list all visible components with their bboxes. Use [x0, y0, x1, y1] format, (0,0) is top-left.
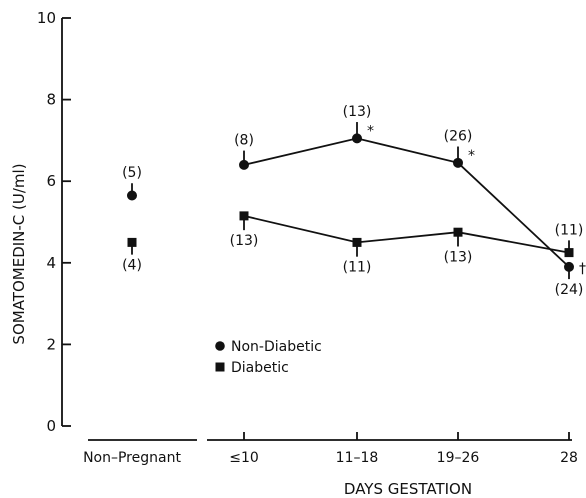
data-point — [564, 248, 574, 258]
y-tick-label: 0 — [46, 417, 56, 435]
legend-label-diabetic: Diabetic — [231, 360, 289, 376]
y-tick-label: 8 — [46, 91, 56, 109]
y-tick-label: 6 — [46, 172, 56, 190]
x-tick-label: ≤10 — [229, 450, 259, 466]
text-labels: SOMATOMEDIN-C (U/ml) DAYS GESTATION — [10, 163, 472, 498]
legend-symbol-non-diabetic — [215, 341, 225, 351]
sample-size-label: (26) — [444, 129, 473, 145]
x-axis-label: DAYS GESTATION — [344, 480, 472, 498]
series-non-diabetic: (5) (8) (13) * (26) * (24) † — [122, 104, 586, 298]
data-point — [453, 227, 463, 237]
data-point — [239, 159, 249, 170]
significance-marker: * — [468, 148, 475, 164]
sample-size-label: (13) — [230, 233, 259, 249]
legend: Non-Diabetic Diabetic — [215, 339, 322, 376]
legend-label-non-diabetic: Non-Diabetic — [231, 339, 322, 355]
x-tick-label: Non–Pregnant — [83, 450, 181, 466]
legend-symbol-diabetic — [215, 362, 225, 372]
y-tick-label: 4 — [46, 254, 56, 272]
data-point — [127, 237, 137, 247]
sample-size-label: (4) — [122, 258, 142, 274]
sample-size-label: (5) — [122, 165, 142, 181]
data-marks: (5) (8) (13) * (26) * (24) † (4) (13) (11) (13) (11) — [122, 104, 586, 298]
series-diabetic: (4) (13) (11) (13) (11) — [122, 211, 584, 276]
sample-size-label: (8) — [234, 133, 254, 149]
sample-size-label: (11) — [343, 260, 372, 276]
data-point — [352, 133, 362, 144]
data-point — [239, 211, 249, 221]
data-point — [127, 190, 137, 201]
y-axis-label: SOMATOMEDIN-C (U/ml) — [10, 163, 28, 344]
data-point — [453, 157, 463, 168]
sample-size-label: (13) — [444, 249, 473, 265]
y-tick-label: 2 — [46, 335, 56, 353]
series-line — [243, 137, 570, 268]
series-line — [243, 215, 570, 254]
data-point — [564, 261, 574, 272]
axes: 0 2 4 6 8 10 Non–Pregnant ≤10 11–18 19–26 28 — [37, 9, 578, 466]
sample-size-label: (13) — [343, 104, 372, 120]
sample-size-label: (11) — [555, 222, 584, 238]
x-tick-label: 19–26 — [437, 450, 480, 466]
y-tick-label: 10 — [37, 9, 56, 27]
x-tick-label: 11–18 — [336, 450, 379, 466]
x-tick-label: 28 — [560, 450, 578, 466]
significance-marker: * — [367, 123, 374, 139]
sample-size-label: (24) — [555, 282, 584, 298]
data-point — [352, 237, 362, 247]
significance-marker: † — [579, 261, 586, 277]
